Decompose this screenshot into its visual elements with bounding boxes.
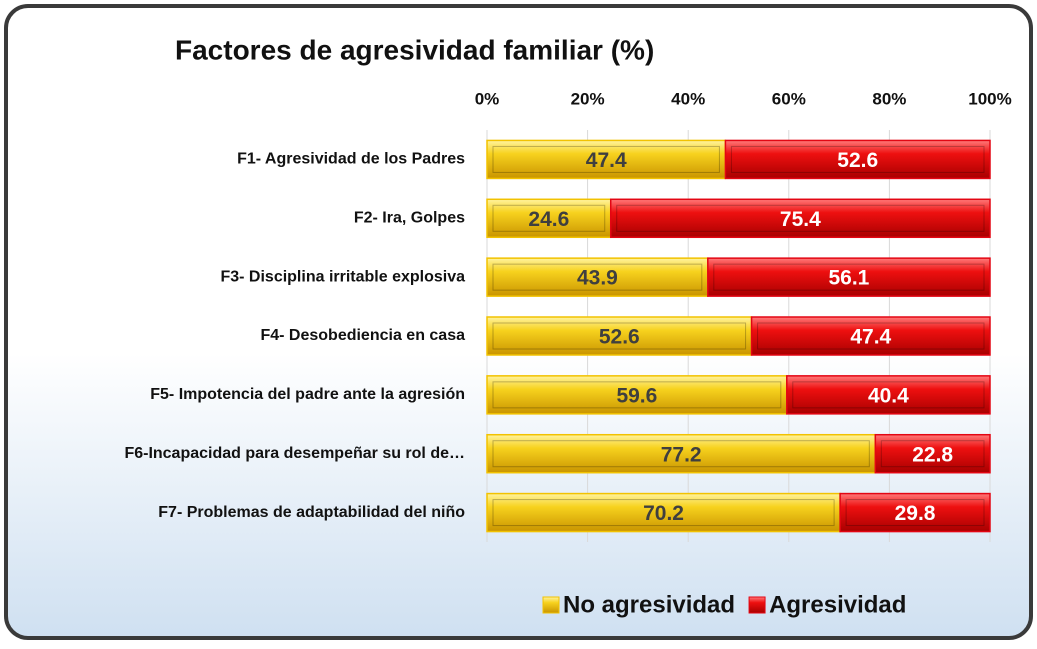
x-tick-label: 60% <box>772 89 806 108</box>
bar-bevel <box>757 322 985 350</box>
category-label: F6-Incapacidad para desempeñar su rol de… <box>124 445 465 462</box>
x-tick-label: 80% <box>872 89 906 108</box>
value-label: 29.8 <box>895 502 936 525</box>
legend-label: Agresividad <box>769 591 906 618</box>
value-label: 47.4 <box>586 149 627 172</box>
bar-segment <box>486 316 753 356</box>
bar-segment <box>486 198 612 239</box>
category-label: F1- Agresividad de los Padres <box>237 151 465 168</box>
bar-bevel <box>492 499 835 527</box>
bar-bevel <box>492 440 870 468</box>
bar-bevel <box>492 204 606 232</box>
bar-bevel <box>792 381 985 409</box>
category-label: F7- Problemas de adaptabilidad del niño <box>158 504 465 521</box>
value-label: 56.1 <box>828 267 869 290</box>
bar-bevel <box>730 145 985 173</box>
bar-bevel <box>845 499 985 527</box>
x-tick-label: 40% <box>671 89 705 108</box>
value-label: 22.8 <box>912 443 953 466</box>
x-tick-label: 20% <box>571 89 605 108</box>
bar-bevel <box>492 322 747 350</box>
bar-segment <box>486 375 788 415</box>
legend-swatch <box>542 596 560 614</box>
bar-segment <box>874 433 991 474</box>
value-label: 43.9 <box>577 267 618 290</box>
value-label: 52.6 <box>599 326 640 349</box>
bar-segment <box>724 139 991 180</box>
bar-bevel <box>492 145 720 173</box>
category-label: F4- Desobediencia en casa <box>260 327 465 344</box>
chart-title: Factores de agresividad familiar (%) <box>175 34 654 65</box>
value-label: 70.2 <box>643 502 684 525</box>
bar-bevel <box>880 440 985 468</box>
value-label: 40.4 <box>868 384 909 407</box>
bar-segment <box>486 433 877 474</box>
value-label: 59.6 <box>616 384 657 407</box>
bar-segment <box>486 257 709 297</box>
legend-label: No agresividad <box>563 591 735 618</box>
category-label: F2- Ira, Golpes <box>354 210 465 227</box>
bar-segment <box>609 198 991 239</box>
bar-bevel <box>492 381 782 409</box>
category-label: F3- Disciplina irritable explosiva <box>220 268 465 285</box>
bar-bevel <box>492 263 703 291</box>
bar-bevel <box>713 263 985 291</box>
bar-segment <box>750 316 991 356</box>
bar-segment <box>486 492 841 533</box>
bar-bevel <box>616 204 985 232</box>
category-label: F5- Impotencia del padre ante la agresió… <box>150 386 465 403</box>
value-label: 52.6 <box>837 149 878 172</box>
x-tick-label: 0% <box>475 89 500 108</box>
bar-segment <box>786 375 991 415</box>
bar-segment <box>839 492 991 533</box>
x-tick-label: 100% <box>968 89 1011 108</box>
bar-segment <box>707 257 991 297</box>
value-label: 75.4 <box>780 208 821 231</box>
value-label: 77.2 <box>661 443 702 466</box>
value-label: 47.4 <box>850 326 891 349</box>
legend-swatch <box>748 596 766 614</box>
value-label: 24.6 <box>528 208 569 231</box>
